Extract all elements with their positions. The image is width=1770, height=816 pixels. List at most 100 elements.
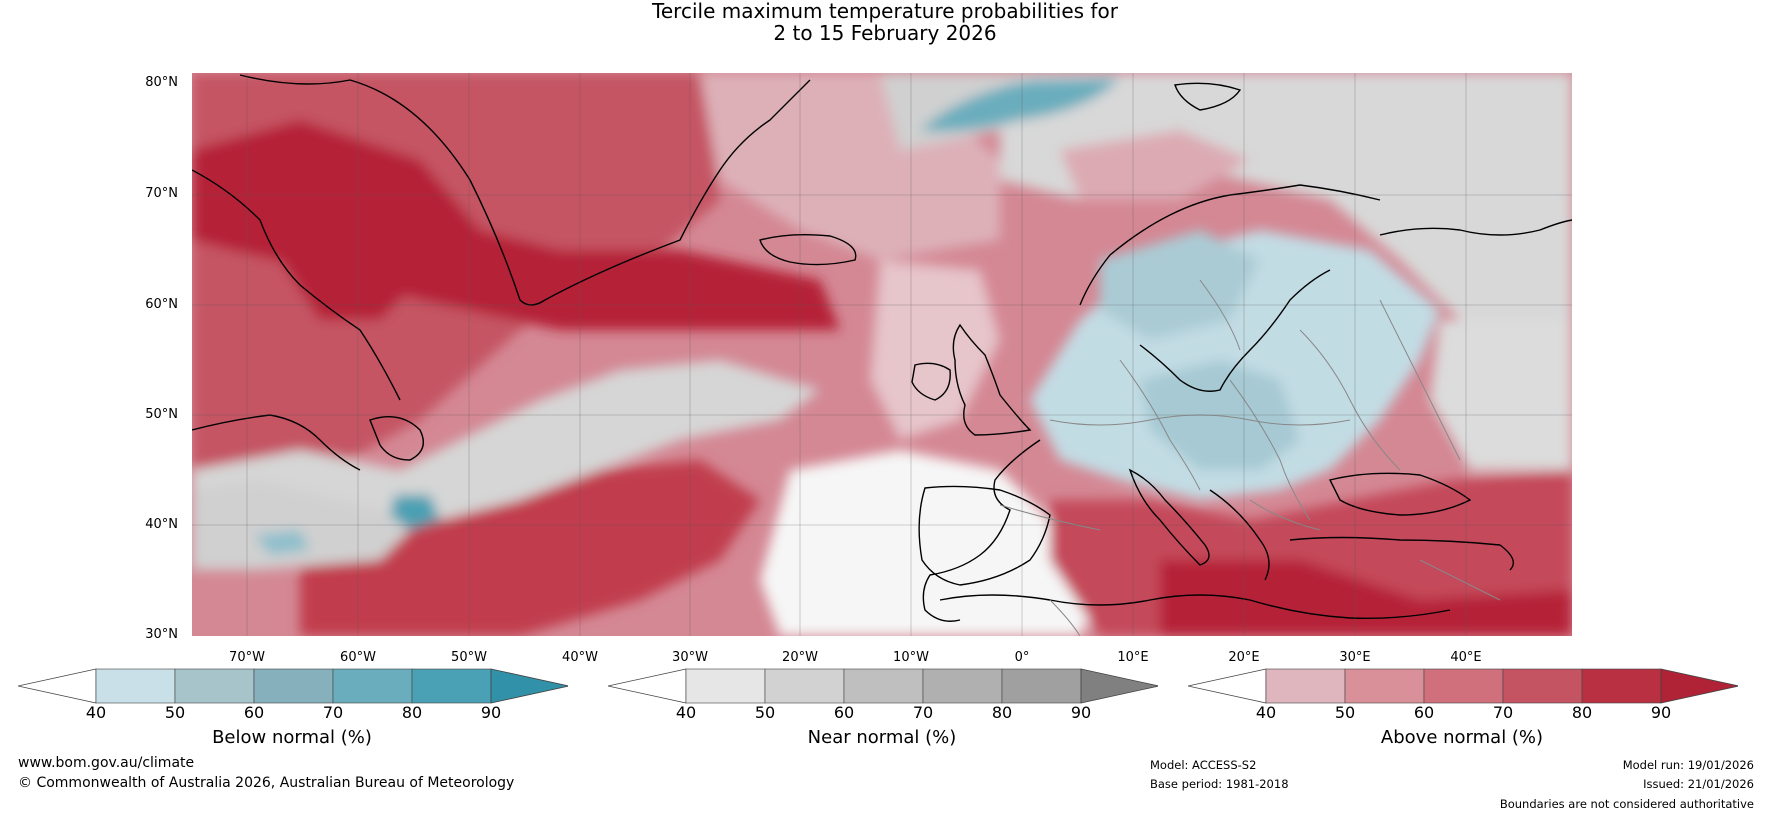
colorbar-segment [1265, 668, 1346, 704]
nova-scotia-below [390, 495, 440, 530]
chart-title-line2: 2 to 15 February 2026 [773, 21, 997, 45]
colorbar-segment [1581, 668, 1662, 704]
colorbar-extend-high [490, 668, 568, 704]
lon-label-0: 0° [1014, 650, 1030, 665]
colorbar-tick-label: 70 [1492, 703, 1514, 722]
russia-near-normal [1430, 320, 1572, 470]
lon-label-40e: 40°E [1450, 650, 1482, 665]
colorbar-above-normal [1188, 668, 1738, 704]
colorbar-tick-label: 50 [164, 703, 186, 722]
colorbar-segment [1344, 668, 1425, 704]
coastlines [192, 74, 1572, 622]
border-6 [1379, 299, 1461, 461]
colorbar-tick-label: 60 [1413, 703, 1435, 722]
colorbar-segment [1423, 668, 1504, 704]
greenland-coast [239, 74, 811, 306]
arctic-pink [1060, 130, 1250, 200]
iberia-coast [918, 485, 1051, 586]
gridlines [192, 73, 1572, 636]
boundary-disclaimer: Boundaries are not considered authoritat… [1499, 797, 1754, 811]
colorbar-below-title: Below normal (%) [212, 727, 372, 748]
gulf-stream-below [255, 530, 310, 555]
issued-date: Issued: 21/01/2026 [1643, 777, 1754, 791]
central-europe-below [1140, 360, 1300, 470]
colorbar-tick-label: 40 [675, 703, 697, 722]
eastern-med-above [1160, 560, 1572, 636]
colorbar-extend-high [1660, 668, 1738, 704]
country-borders [999, 279, 1501, 636]
great-britain-coast [952, 323, 1032, 436]
colorbar-extend-low [608, 668, 687, 704]
labrador-coast [192, 414, 361, 471]
border-3 [1229, 379, 1311, 521]
turkey-coast [1289, 536, 1514, 571]
lon-label-10w: 10°W [893, 650, 929, 665]
colorbar-segment [253, 668, 334, 704]
base-period: Base period: 1981-2018 [1150, 777, 1289, 791]
lon-label-20e: 20°E [1228, 650, 1260, 665]
colorbar-segment [685, 668, 766, 704]
colorbar-tick-label: 80 [991, 703, 1013, 722]
border-9 [1049, 599, 1081, 636]
border-4 [1299, 329, 1401, 471]
norway-coast [1079, 184, 1381, 306]
colorbar-tick-label: 40 [85, 703, 107, 722]
scandinavia-below [1100, 230, 1260, 340]
baffin-coast [192, 169, 401, 401]
colorbar-below-normal [18, 668, 568, 704]
colorbar-tick-label: 50 [1334, 703, 1356, 722]
model-run-date: Model run: 19/01/2026 [1622, 758, 1754, 772]
colorbar-tick-label: 90 [480, 703, 502, 722]
colorbar-segment [174, 668, 255, 704]
sweden-finland-coast [1139, 269, 1331, 392]
north-africa-coast [939, 594, 1451, 620]
border-8 [1249, 499, 1321, 531]
colorbar-segment [332, 668, 413, 704]
nova-scotia-near-normal [192, 480, 420, 570]
colorbar-segment [95, 668, 176, 704]
europe-mainland-coast [922, 439, 1041, 622]
lat-label-30n: 30°N [145, 627, 178, 642]
labrador-sea-above [280, 200, 430, 320]
border-1 [1049, 414, 1351, 426]
colorbar-near-title: Near normal (%) [807, 727, 957, 748]
italy-coast [1128, 468, 1210, 566]
colorbar-tick-label: 80 [401, 703, 423, 722]
border-7 [999, 504, 1101, 531]
lon-label-30e: 30°E [1339, 650, 1371, 665]
lon-label-50w: 50°W [451, 650, 487, 665]
lat-label-70n: 70°N [145, 186, 178, 201]
colorbar-segment [411, 668, 492, 704]
colorbar-tick-label: 90 [1650, 703, 1672, 722]
colorbar-segment [1001, 668, 1082, 704]
colorbar-near-normal [608, 668, 1158, 704]
lon-label-70w: 70°W [229, 650, 265, 665]
north-atlantic-pale [870, 260, 1000, 440]
colorbar-tick-label: 40 [1255, 703, 1277, 722]
colorbar-above-title: Above normal (%) [1380, 727, 1544, 748]
colorbar-segment [764, 668, 845, 704]
model-name: Model: ACCESS-S2 [1150, 758, 1257, 772]
lon-label-40w: 40°W [562, 650, 598, 665]
lat-label-80n: 80°N [145, 75, 178, 90]
border-2 [1119, 359, 1201, 491]
website-link[interactable]: www.bom.gov.au/climate [18, 755, 195, 771]
colorbar-extend-low [1188, 668, 1267, 704]
colorbar-tick-label: 60 [833, 703, 855, 722]
colorbar-tick-label: 80 [1571, 703, 1593, 722]
colorbar-extend-high [1080, 668, 1158, 704]
colorbar-extend-low [18, 668, 97, 704]
colorbar-tick-label: 50 [754, 703, 776, 722]
copyright-text: © Commonwealth of Australia 2026, Austra… [18, 775, 515, 791]
svalbard-coast [1174, 82, 1242, 111]
lat-label-50n: 50°N [145, 407, 178, 422]
russia-arctic-coast [1379, 219, 1572, 236]
border-5 [1199, 279, 1241, 351]
iceland-coast [759, 233, 857, 266]
lon-label-20w: 20°W [782, 650, 818, 665]
colorbar-tick-label: 70 [912, 703, 934, 722]
norwegian-sea-below [920, 78, 1120, 132]
lon-label-10e: 10°E [1117, 650, 1149, 665]
colorbar-segment [922, 668, 1003, 704]
